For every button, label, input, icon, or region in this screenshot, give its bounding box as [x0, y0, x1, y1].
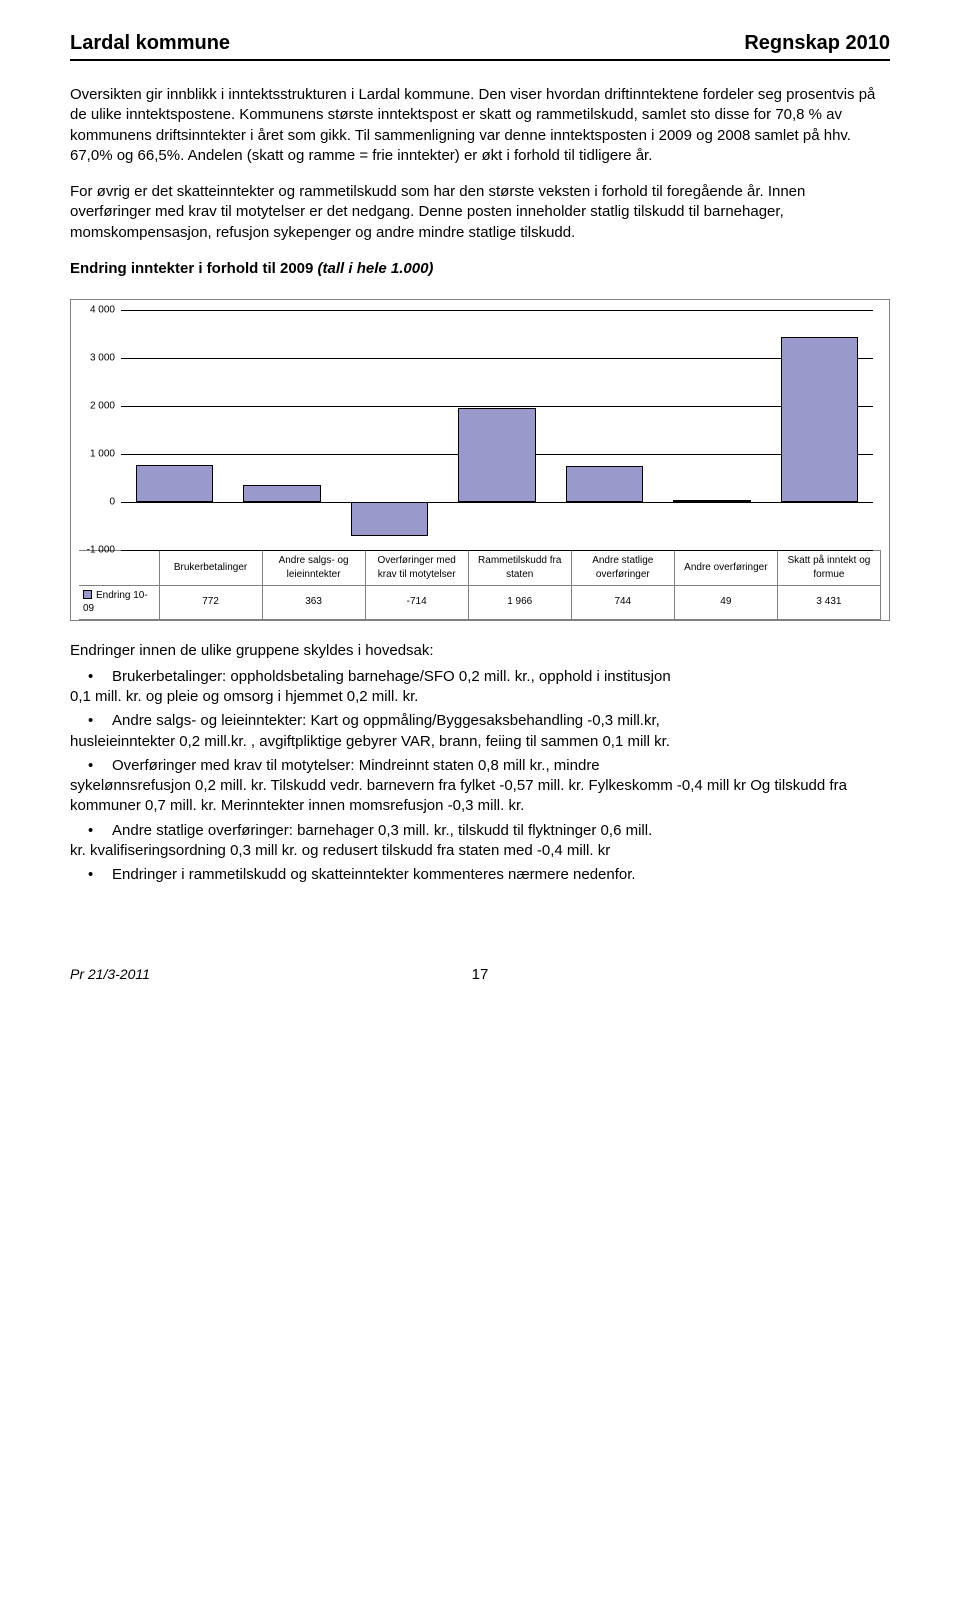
chart-bar — [566, 466, 643, 502]
bar-slot — [551, 310, 658, 550]
header-left: Lardal kommune — [70, 30, 230, 57]
chart-subtitle: Endring inntekter i forhold til 2009 (ta… — [70, 259, 890, 279]
list-item: Andre statlige overføringer: barnehager … — [112, 821, 890, 862]
table-cell: 1 966 — [468, 585, 571, 619]
column-header: Overføringer med krav til motytelser — [365, 551, 468, 585]
column-header: Andre overføringer — [674, 551, 777, 585]
bullet-first-line: Brukerbetalinger: oppholdsbetaling barne… — [112, 668, 671, 685]
list-item: Andre salgs- og leieinntekter: Kart og o… — [112, 711, 890, 752]
bullet-list: Brukerbetalinger: oppholdsbetaling barne… — [70, 667, 890, 886]
column-header: Andre statlige overføringer — [571, 551, 674, 585]
list-item: Overføringer med krav til motytelser: Mi… — [112, 756, 890, 817]
y-tick-label: 2 000 — [90, 399, 115, 413]
table-cell: 3 431 — [777, 585, 880, 619]
chart-data-table: BrukerbetalingerAndre salgs- og leieinnt… — [79, 550, 881, 620]
bullet-first-line: Endringer i rammetilskudd og skatteinnte… — [112, 866, 636, 883]
list-item: Brukerbetalinger: oppholdsbetaling barne… — [112, 667, 890, 708]
bullet-continuation: husleieinntekter 0,2 mill.kr. , avgiftpl… — [70, 732, 890, 752]
chart-container: 4 0003 0002 0001 0000-1 000 Brukerbetali… — [70, 299, 890, 621]
chart-bar — [458, 408, 535, 502]
subtitle-italic: (tall i hele 1.000) — [318, 260, 434, 277]
y-tick-label: 3 000 — [90, 351, 115, 365]
y-tick-label: -1 000 — [87, 543, 115, 557]
header-right: Regnskap 2010 — [744, 30, 890, 57]
y-tick-label: 1 000 — [90, 447, 115, 461]
table-cell: -714 — [365, 585, 468, 619]
body-paragraphs: Oversikten gir innblikk i inntektsstrukt… — [70, 85, 890, 243]
bullet-first-line: Andre statlige overføringer: barnehager … — [112, 822, 652, 839]
bar-slot — [121, 310, 228, 550]
gridline — [121, 550, 873, 551]
paragraph-2: For øvrig er det skatteinntekter og ramm… — [70, 182, 890, 243]
bar-slot — [228, 310, 335, 550]
paragraph-1: Oversikten gir innblikk i inntektsstrukt… — [70, 85, 890, 166]
table-cell: 772 — [159, 585, 262, 619]
subtitle-bold: Endring inntekter i forhold til 2009 — [70, 260, 318, 277]
bullet-continuation: 0,1 mill. kr. og pleie og omsorg i hjemm… — [70, 687, 890, 707]
chart-bar — [673, 500, 750, 502]
column-header: Brukerbetalinger — [159, 551, 262, 585]
y-tick-label: 4 000 — [90, 303, 115, 317]
chart-bar — [351, 502, 428, 536]
table-cell: 744 — [571, 585, 674, 619]
table-cell: 49 — [674, 585, 777, 619]
bar-slot — [658, 310, 765, 550]
chart-bar — [243, 485, 320, 502]
bullet-first-line: Overføringer med krav til motytelser: Mi… — [112, 757, 600, 774]
bar-slot — [336, 310, 443, 550]
footer-date: Pr 21/3-2011 — [70, 965, 150, 984]
table-cell: 363 — [262, 585, 365, 619]
list-item: Endringer i rammetilskudd og skatteinnte… — [112, 865, 890, 885]
table-row-header: Endring 10-09 — [79, 585, 159, 619]
chart-bar — [136, 465, 213, 502]
footer-page-number: 17 — [472, 965, 489, 985]
bullet-continuation: sykelønnsrefusjon 0,2 mill. kr. Tilskudd… — [70, 776, 890, 817]
chart-bar — [781, 337, 858, 502]
bullet-continuation: kr. kvalifiseringsordning 0,3 mill kr. o… — [70, 841, 890, 861]
page-header: Lardal kommune Regnskap 2010 — [70, 30, 890, 61]
column-header: Skatt på inntekt og formue — [777, 551, 880, 585]
row-label: Endring 10-09 — [83, 590, 148, 615]
column-header: Rammetilskudd fra staten — [468, 551, 571, 585]
column-header: Andre salgs- og leieinntekter — [262, 551, 365, 585]
y-tick-label: 0 — [109, 495, 115, 509]
bullets-intro: Endringer innen de ulike gruppene skylde… — [70, 641, 890, 661]
chart-plot-area: 4 0003 0002 0001 0000-1 000 — [121, 310, 873, 550]
y-axis-labels: 4 0003 0002 0001 0000-1 000 — [79, 310, 119, 550]
bar-slot — [766, 310, 873, 550]
bar-slot — [443, 310, 550, 550]
chart-bars — [121, 310, 873, 550]
legend-swatch — [83, 590, 92, 599]
bullet-first-line: Andre salgs- og leieinntekter: Kart og o… — [112, 712, 660, 729]
page-footer: Pr 21/3-2011 17 — [70, 965, 890, 985]
